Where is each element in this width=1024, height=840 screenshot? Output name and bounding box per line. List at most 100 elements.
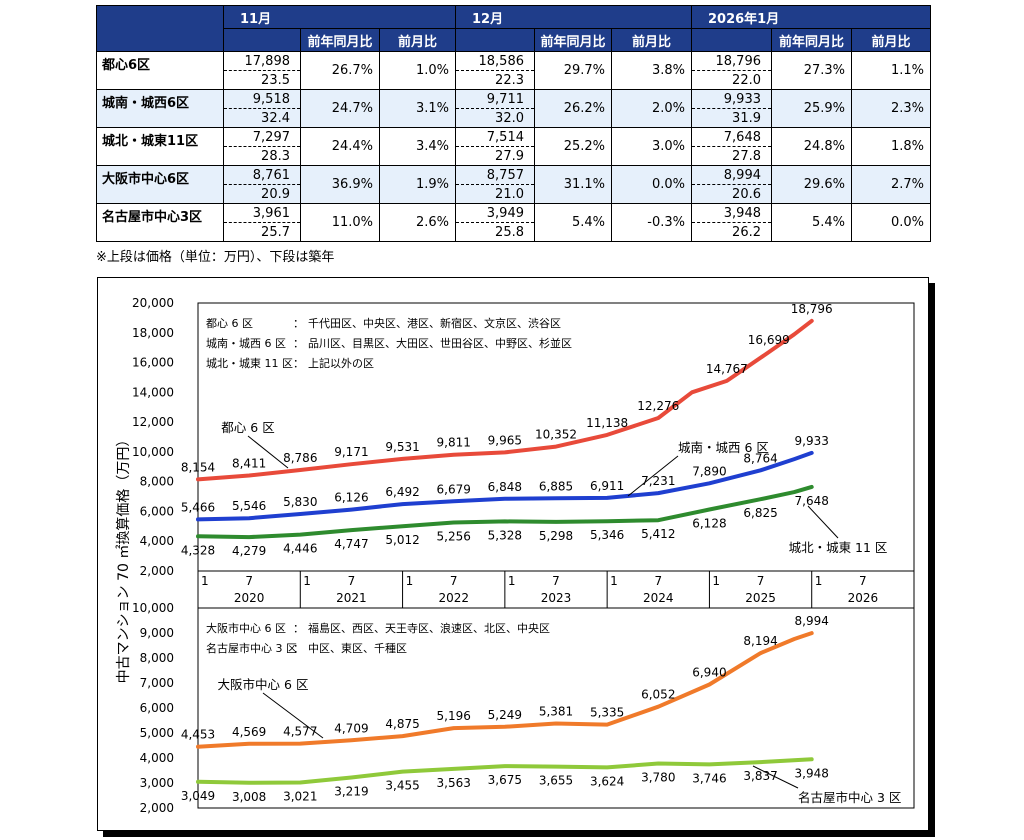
table-row: 城北・城東11区 7,297 24.4% 3.4% 7,514 25.2% 3.0% 7,64… (96, 127, 931, 166)
table-row: 大阪市中心6区 8,761 36.9% 1.9% 8,757 31.1% 0.0% 8,994… (96, 165, 931, 204)
data-label: 7,890 (692, 464, 726, 478)
yoy-header: 前年同月比 (300, 28, 380, 52)
mom-cell: 3.0% (611, 127, 692, 166)
mom-cell: 0.0% (611, 165, 692, 204)
data-label: 3,021 (283, 789, 317, 803)
age-cell: 20.9 (223, 184, 301, 204)
data-label: 4,453 (181, 728, 215, 742)
data-label: 5,830 (283, 495, 317, 509)
y-tick-label: 10,000 (132, 601, 174, 615)
y-tick-label: 10,000 (132, 445, 174, 459)
data-label: 8,786 (283, 451, 317, 465)
series-name-label: 都心 6 区 (221, 420, 274, 435)
data-label: 12,276 (637, 399, 679, 413)
x-year-label: 2024 (643, 591, 674, 605)
legend-areas: 上記以外の区 (308, 356, 374, 370)
y-tick-label: 18,000 (132, 326, 174, 340)
row-name: 名古屋市中心3区 (96, 203, 224, 242)
callout-line (262, 692, 324, 739)
data-label: 5,012 (385, 533, 419, 547)
data-label: 5,381 (539, 704, 573, 718)
data-label: 14,767 (706, 362, 748, 376)
yoy-cell: 11.0% (300, 203, 380, 242)
legend-areas: 福島区、西区、天王寺区、浪速区、北区、中央区 (308, 621, 550, 635)
age-cell: 25.7 (223, 222, 301, 242)
x-year-label: 2025 (745, 591, 776, 605)
mom-cell: 1.0% (379, 51, 456, 90)
data-label: 4,747 (334, 537, 368, 551)
callout-line (247, 435, 289, 469)
age-cell: 26.2 (691, 222, 772, 242)
header-blank (96, 5, 224, 52)
table-row: 都心6区 17,898 26.7% 1.0% 18,586 29.7% 3.8% 18,796… (96, 51, 931, 90)
age-cell: 27.9 (455, 146, 535, 166)
age-cell: 20.6 (691, 184, 772, 204)
data-label: 5,412 (641, 527, 675, 541)
age-cell: 25.8 (455, 222, 535, 242)
row-name: 城南・城西6区 (96, 89, 224, 128)
yoy-header: 前年同月比 (771, 28, 852, 52)
chart-panel: 2,000 4,000 6,000 8,000 10,000 12,000 14,000 16… (97, 277, 929, 831)
age-cell: 31.9 (691, 108, 772, 128)
legend-areas: 品川区、目黒区、大田区、世田谷区、中野区、杉並区 (308, 336, 572, 350)
price-cell: 8,994 (691, 165, 772, 185)
data-label: 6,825 (743, 506, 777, 520)
data-label: 4,446 (283, 542, 317, 556)
yoy-cell: 36.9% (300, 165, 380, 204)
data-label: 5,256 (437, 530, 471, 544)
mom-header: 前月比 (379, 28, 456, 52)
legend-areas: 千代田区、中央区、港区、新宿区、文京区、渋谷区 (308, 316, 561, 330)
legend-name: 城南・城西 6 区 (206, 337, 286, 350)
y-tick-label: 8,000 (140, 475, 174, 489)
y-tick-label: 4,000 (140, 534, 174, 548)
data-label: 8,194 (743, 634, 777, 648)
table-row: 名古屋市中心3区 3,961 11.0% 2.6% 3,949 5.4% -0.3% 3,94… (96, 203, 931, 242)
series-name-label: 城南・城西 6 区 (678, 440, 769, 455)
yoy-header: 前年同月比 (534, 28, 612, 52)
month-header: 12月 (455, 5, 692, 29)
mom-cell: 1.1% (851, 51, 931, 90)
series-line (196, 757, 814, 785)
yoy-cell: 25.2% (534, 127, 612, 166)
x-year-label: 2022 (438, 591, 469, 605)
x-month-tick: 7 (757, 574, 765, 588)
price-cell: 7,514 (455, 127, 535, 147)
mom-cell: 3.8% (611, 51, 692, 90)
y-tick-label: 14,000 (132, 385, 174, 399)
y-tick-label: 6,000 (140, 701, 174, 715)
data-label: 5,546 (232, 499, 266, 513)
price-cell: 3,948 (691, 203, 772, 223)
y-axis-label: 中古マンション 70 ㎡換算価格（万円） (116, 433, 132, 684)
data-label: 7,648 (795, 494, 829, 508)
y-tick-label: 4,000 (140, 751, 174, 765)
mom-header: 前月比 (611, 28, 692, 52)
price-cell: 7,648 (691, 127, 772, 147)
callout-line (752, 765, 799, 789)
x-month-tick: 7 (654, 574, 662, 588)
y-tick-label: 12,000 (132, 415, 174, 429)
age-cell: 23.5 (223, 70, 301, 90)
y-tick-label: 20,000 (132, 296, 174, 310)
data-label: 4,328 (181, 543, 215, 557)
data-label: 9,933 (795, 434, 829, 448)
y-tick-label: 7,000 (140, 676, 174, 690)
data-label: 6,940 (692, 666, 726, 680)
mom-cell: 0.0% (851, 203, 931, 242)
row-name: 城北・城東11区 (96, 127, 224, 166)
y-tick-label: 8,000 (140, 651, 174, 665)
price-cell: 8,757 (455, 165, 535, 185)
legend-name: 大阪市中心 6 区 (206, 621, 286, 635)
data-label: 9,965 (488, 433, 522, 447)
data-label: 3,008 (232, 790, 266, 804)
x-year-label: 2026 (848, 591, 879, 605)
yoy-cell: 24.4% (300, 127, 380, 166)
data-label: 5,298 (539, 529, 573, 543)
legend-name: 城北・城東 11 区 (206, 357, 293, 370)
mom-cell: 2.6% (379, 203, 456, 242)
series-line (196, 450, 814, 522)
yoy-cell: 25.9% (771, 89, 852, 128)
data-label: 4,875 (385, 717, 419, 731)
price-cell: 9,933 (691, 89, 772, 109)
data-label: 8,764 (743, 451, 777, 465)
data-label: 3,455 (385, 779, 419, 793)
